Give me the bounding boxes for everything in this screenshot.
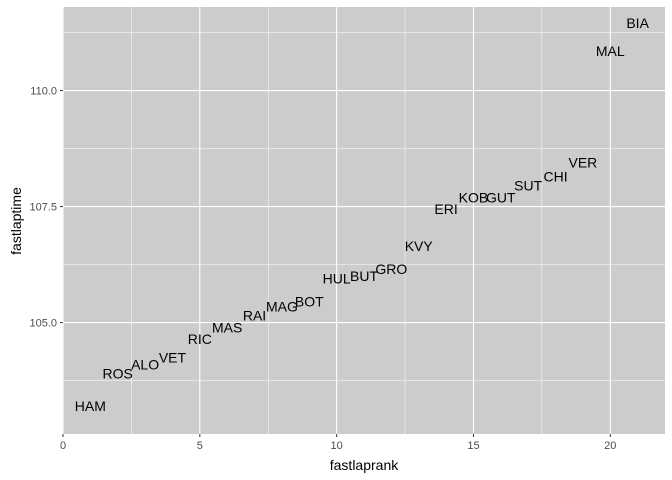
- point-label: HAM: [75, 398, 106, 414]
- minor-gridlines: [63, 7, 665, 434]
- x-tick-label: 10: [331, 440, 343, 452]
- x-axis-ticks: 0 5 10 15 20: [60, 434, 616, 452]
- point-label: BIA: [626, 15, 649, 31]
- point-label: BOT: [295, 294, 324, 310]
- point-label: MAG: [266, 298, 298, 314]
- x-tick-label: 20: [604, 440, 616, 452]
- point-label: HUL: [323, 271, 351, 287]
- y-tick-label: 110.0: [30, 86, 57, 98]
- x-tick-label: 5: [197, 440, 203, 452]
- point-label: KVY: [405, 238, 434, 254]
- point-label: ROS: [103, 366, 133, 382]
- point-label: GUT: [486, 189, 516, 205]
- point-label: RAI: [243, 308, 266, 324]
- y-tick-label: 107.5: [29, 202, 57, 214]
- x-tick-label: 0: [60, 440, 66, 452]
- point-label: ALO: [131, 356, 159, 372]
- point-label: VET: [159, 349, 187, 365]
- x-axis-title: fastlaprank: [330, 457, 399, 473]
- x-tick-label: 15: [467, 440, 479, 452]
- point-label: CHI: [543, 168, 567, 184]
- y-axis-ticks: 105.0 107.5 110.0: [29, 86, 63, 330]
- point-label: SUT: [514, 178, 542, 194]
- point-label: RIC: [188, 331, 212, 347]
- point-label: VER: [569, 154, 598, 170]
- point-label: MAL: [596, 43, 625, 59]
- point-label: GRO: [375, 261, 407, 277]
- point-label: BUT: [350, 268, 378, 284]
- y-tick-label: 105.0: [29, 318, 57, 330]
- y-axis-title: fastlaptime: [8, 187, 24, 255]
- point-label: MAS: [212, 319, 242, 335]
- point-label: ERI: [434, 201, 457, 217]
- plot-panel: [63, 7, 665, 434]
- point-label: KOB: [459, 189, 489, 205]
- major-gridlines: [62, 7, 665, 434]
